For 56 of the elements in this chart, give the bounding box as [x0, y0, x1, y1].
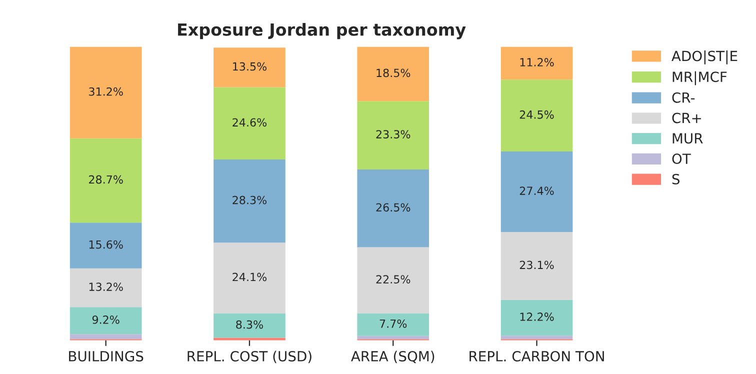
legend-label: S [672, 174, 680, 184]
data-label: 22.5% [376, 275, 410, 284]
bar [70, 46, 142, 138]
legend-label: ADO|ST|E [672, 50, 738, 64]
data-label: 28.7% [89, 175, 123, 184]
data-label: 24.1% [232, 272, 267, 282]
bar [357, 313, 430, 336]
bar [500, 152, 573, 232]
data-label: 11.2% [520, 58, 554, 66]
data-label: 9.2% [92, 315, 120, 324]
bar [70, 138, 142, 223]
bar [357, 46, 430, 102]
legend-label: MR|MCF [672, 71, 727, 86]
bar [357, 169, 430, 248]
bar [70, 268, 142, 308]
bar [500, 80, 573, 152]
data-label: 15.6% [89, 240, 123, 249]
bar [357, 336, 430, 340]
bar [214, 242, 286, 314]
bar [70, 307, 142, 334]
bar [70, 334, 142, 340]
bar [214, 313, 286, 338]
data-label: 8.3% [236, 320, 263, 329]
data-label: 13.5% [233, 62, 267, 71]
bar [500, 232, 573, 300]
bar [214, 338, 286, 340]
bar [500, 46, 573, 80]
data-label: 12.2% [520, 312, 554, 321]
chart-title: Exposure Jordan per taxonomy [178, 22, 466, 40]
data-label: 31.2% [89, 87, 123, 96]
legend-label: OT [672, 154, 691, 164]
legend-label: MUR [672, 133, 703, 144]
bar [500, 300, 573, 336]
x-tick-label: AREA (SQM) [351, 350, 434, 364]
data-label: 28.3% [232, 196, 267, 204]
bar [214, 87, 286, 160]
bar [214, 159, 286, 243]
bar [214, 48, 286, 88]
x-tick-label: BUILDINGS [69, 351, 144, 362]
data-label: 18.5% [376, 68, 410, 78]
bar [357, 101, 430, 170]
legend-label: CR+ [672, 112, 701, 124]
data-label: 23.1% [520, 260, 554, 270]
bar [500, 336, 573, 340]
bar [357, 247, 430, 314]
bar [70, 222, 142, 268]
data-label: 26.5% [376, 203, 410, 212]
data-label: 13.2% [89, 282, 123, 292]
data-label: 24.5% [520, 110, 554, 119]
legend-label: CR- [672, 92, 695, 103]
x-tick-label: REPL. COST (USD) [188, 350, 312, 364]
data-label: 23.3% [376, 130, 410, 138]
data-label: 7.7% [380, 319, 407, 328]
data-label: 24.6% [232, 118, 267, 127]
x-tick-label: REPL. CARBON TON [470, 351, 604, 362]
data-label: 27.4% [520, 186, 554, 196]
